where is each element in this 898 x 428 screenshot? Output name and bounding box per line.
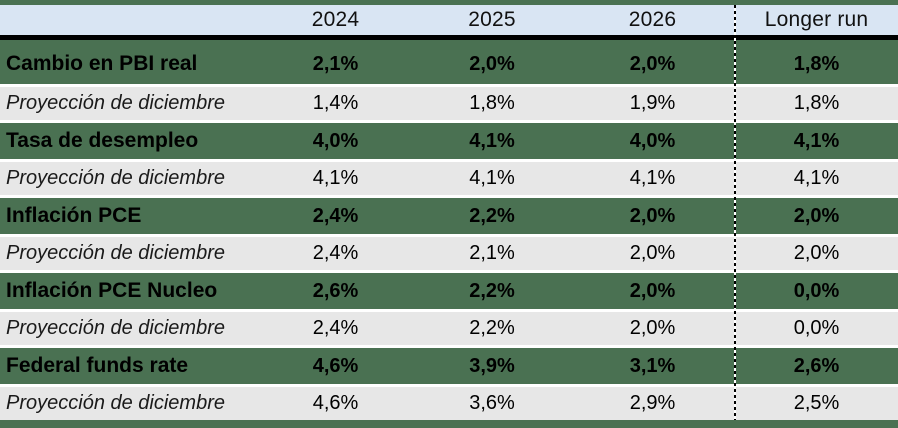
table-row: Inflación PCE 2,4% 2,2% 2,0% 2,0% [0, 198, 898, 234]
value-cell: 2,0% [793, 204, 840, 227]
value-cell: 2,6% [312, 279, 359, 302]
value-cell: 2,0% [793, 242, 840, 264]
row-label: Proyección de diciembre [6, 242, 225, 264]
value-cell: 2,4% [312, 204, 359, 227]
table-row: Tasa de desempleo 4,0% 4,1% 4,0% 4,1% [0, 123, 898, 159]
value-cell: 4,1% [312, 167, 359, 189]
value-cell: 2,0% [629, 242, 676, 264]
value-cell: 2,4% [312, 242, 359, 264]
header-cell-longer-run: Longer run [764, 8, 869, 31]
row-label: Tasa de desempleo [6, 129, 199, 152]
value-cell: 2,5% [793, 392, 840, 414]
header-cell-2024: 2024 [311, 8, 360, 31]
value-cell: 4,6% [312, 392, 359, 414]
value-cell: 2,9% [629, 392, 676, 414]
value-cell: 2,2% [469, 204, 515, 227]
value-cell: 2,0% [629, 317, 676, 339]
value-cell: 2,1% [312, 52, 359, 75]
value-cell: 4,1% [629, 167, 676, 189]
table-row: Cambio en PBI real 2,1% 2,0% 2,0% 1,8% [0, 40, 898, 84]
value-cell: 0,0% [793, 317, 840, 339]
value-cell: 4,0% [312, 129, 359, 152]
value-cell: 1,8% [469, 92, 515, 114]
table-row: Proyección de diciembre 4,6% 3,6% 2,9% 2,5% [0, 387, 898, 420]
table-row: Proyección de diciembre 2,4% 2,1% 2,0% 2,0% [0, 237, 898, 270]
header-cell-2026: 2026 [628, 8, 677, 31]
row-label: Federal funds rate [6, 354, 189, 377]
value-cell: 4,1% [469, 167, 515, 189]
table-row: Proyección de diciembre 2,4% 2,2% 2,0% 0,0% [0, 312, 898, 345]
header-cell-2025: 2025 [468, 8, 516, 31]
table-header-row: 2024 2025 2026 Longer run [0, 5, 898, 35]
value-cell: 1,4% [312, 92, 359, 114]
value-cell: 2,2% [469, 317, 515, 339]
value-cell: 2,0% [469, 52, 515, 75]
table-row: Proyección de diciembre 4,1% 4,1% 4,1% 4,1% [0, 162, 898, 195]
row-label: Proyección de diciembre [6, 92, 225, 114]
header-rule [0, 35, 898, 40]
value-cell: 3,6% [469, 392, 515, 414]
value-cell: 1,8% [793, 92, 840, 114]
value-cell: 4,6% [312, 354, 359, 377]
value-cell: 2,4% [312, 317, 359, 339]
value-cell: 2,0% [629, 52, 676, 75]
bottom-border-bar [0, 420, 898, 428]
table-row: Proyección de diciembre 1,4% 1,8% 1,9% 1,8% [0, 87, 898, 120]
value-cell: 2,2% [469, 279, 515, 302]
value-cell: 2,1% [469, 242, 515, 264]
value-cell: 0,0% [793, 279, 840, 302]
value-cell: 4,1% [793, 129, 840, 152]
table-row: Inflación PCE Nucleo 2,6% 2,2% 2,0% 0,0% [0, 273, 898, 309]
value-cell: 1,8% [793, 52, 840, 75]
row-label: Proyección de diciembre [6, 167, 225, 189]
value-cell: 3,1% [629, 354, 676, 377]
table-body: Cambio en PBI real 2,1% 2,0% 2,0% 1,8% Proyec… [0, 40, 898, 420]
value-cell: 4,1% [793, 167, 840, 189]
value-cell: 4,1% [469, 129, 515, 152]
row-label: Proyección de diciembre [6, 392, 225, 414]
value-cell: 2,6% [793, 354, 840, 377]
value-cell: 3,9% [469, 354, 515, 377]
row-label: Inflación PCE [6, 204, 142, 227]
row-label: Inflación PCE Nucleo [6, 279, 218, 302]
value-cell: 4,0% [629, 129, 676, 152]
value-cell: 1,9% [629, 92, 676, 114]
value-cell: 2,0% [629, 204, 676, 227]
table-row: Federal funds rate 4,6% 3,9% 3,1% 2,6% [0, 348, 898, 384]
top-border-bar [0, 0, 898, 5]
value-cell: 2,0% [629, 279, 676, 302]
row-label: Proyección de diciembre [6, 317, 225, 339]
row-label: Cambio en PBI real [6, 52, 198, 75]
